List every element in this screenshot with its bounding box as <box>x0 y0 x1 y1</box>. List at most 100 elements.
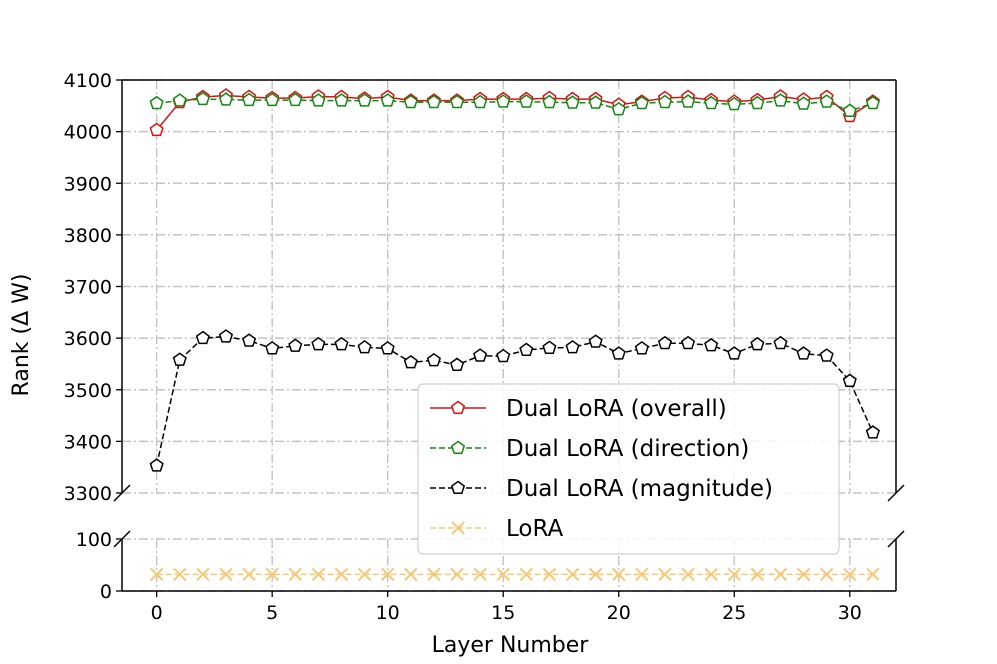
data-point <box>311 93 326 107</box>
data-point <box>149 95 164 110</box>
data-point <box>380 341 395 355</box>
data-point <box>218 329 234 343</box>
y-tick-label: 3400 <box>64 431 112 453</box>
data-point-stroke <box>704 567 718 582</box>
x-tick-label: 5 <box>266 602 278 624</box>
data-point <box>242 92 257 107</box>
data-point-stroke <box>196 567 210 582</box>
data-point-stroke <box>658 567 672 582</box>
x-axis-title: Layer Number <box>432 633 590 658</box>
data-point <box>334 336 349 351</box>
data-point <box>242 567 256 582</box>
data-point-stroke <box>334 567 349 582</box>
data-point-stroke <box>542 567 557 582</box>
data-point <box>149 567 164 582</box>
data-point <box>658 567 672 582</box>
y-tick-label: 3700 <box>64 277 112 299</box>
data-point <box>519 342 534 357</box>
data-point-stroke <box>173 567 187 582</box>
data-point <box>750 567 765 582</box>
data-point-stroke <box>588 567 603 582</box>
data-point <box>842 373 857 387</box>
data-point <box>172 352 187 366</box>
data-point <box>265 341 280 355</box>
legend-marker <box>450 400 466 415</box>
y-tick-label: 3900 <box>64 173 112 195</box>
data-point <box>311 336 326 351</box>
data-point-stroke <box>727 567 741 582</box>
data-point <box>450 567 464 582</box>
data-point <box>473 567 487 582</box>
data-point <box>750 95 765 110</box>
data-point <box>727 567 741 582</box>
data-point <box>265 92 280 107</box>
data-point <box>612 567 626 582</box>
data-point <box>219 567 233 582</box>
data-point <box>357 93 372 107</box>
data-point <box>704 95 719 110</box>
data-point <box>773 335 788 350</box>
data-point <box>657 335 673 350</box>
data-point-stroke <box>149 567 164 582</box>
series-line-0 <box>156 94 874 131</box>
legend-marker <box>450 440 466 455</box>
data-point <box>680 94 696 108</box>
data-point <box>173 567 187 582</box>
data-point <box>288 92 303 107</box>
data-point-stroke <box>357 567 372 582</box>
data-point <box>380 567 395 582</box>
y-axis-title: Rank (Δ W) <box>9 274 34 397</box>
data-point <box>195 91 210 106</box>
series-layer <box>149 88 880 582</box>
data-point <box>380 93 395 107</box>
data-point <box>865 425 880 439</box>
axes-layer <box>113 79 905 592</box>
data-point <box>842 103 857 117</box>
y-tick-label: 100 <box>76 529 112 551</box>
data-point <box>288 338 303 352</box>
y-tick-label: 3500 <box>64 380 112 402</box>
data-point <box>657 94 673 109</box>
data-point <box>819 94 834 108</box>
data-point <box>449 94 465 109</box>
data-point <box>796 567 811 582</box>
x-tick-label: 10 <box>376 602 400 624</box>
data-point <box>426 352 441 367</box>
data-point-stroke <box>750 567 765 582</box>
data-point <box>449 357 465 371</box>
legend-label: LoRA <box>506 516 564 542</box>
data-point <box>357 339 372 354</box>
axis-break-mark <box>887 530 905 548</box>
data-point <box>588 334 603 348</box>
data-point <box>819 567 834 582</box>
x-tick-label: 25 <box>722 602 746 624</box>
data-point <box>288 567 302 582</box>
data-point <box>588 95 603 109</box>
data-point-stroke <box>380 567 395 582</box>
data-point <box>473 94 488 109</box>
data-point <box>519 567 534 582</box>
data-point <box>196 567 210 582</box>
data-point <box>865 95 880 110</box>
legend-marker <box>450 480 466 495</box>
data-point-stroke <box>819 567 834 582</box>
y-tick-label: 4000 <box>64 122 112 144</box>
data-point <box>750 336 765 351</box>
data-point <box>611 102 626 116</box>
legend-marker <box>451 521 465 535</box>
data-point <box>403 354 418 369</box>
data-point-stroke <box>450 567 464 582</box>
data-point <box>773 567 788 582</box>
data-point <box>403 94 418 109</box>
y-tick-label: 3300 <box>64 483 112 505</box>
data-point-stroke <box>773 567 788 582</box>
data-point <box>773 93 788 107</box>
data-point <box>519 94 534 108</box>
data-point-stroke <box>612 567 626 582</box>
data-point <box>819 348 834 362</box>
data-point <box>357 567 372 582</box>
data-point <box>634 95 649 110</box>
ticks-layer: 3300340035003600370038003900400041000100… <box>64 70 862 624</box>
legend-label: Dual LoRA (overall) <box>506 396 727 422</box>
data-point <box>218 92 234 106</box>
